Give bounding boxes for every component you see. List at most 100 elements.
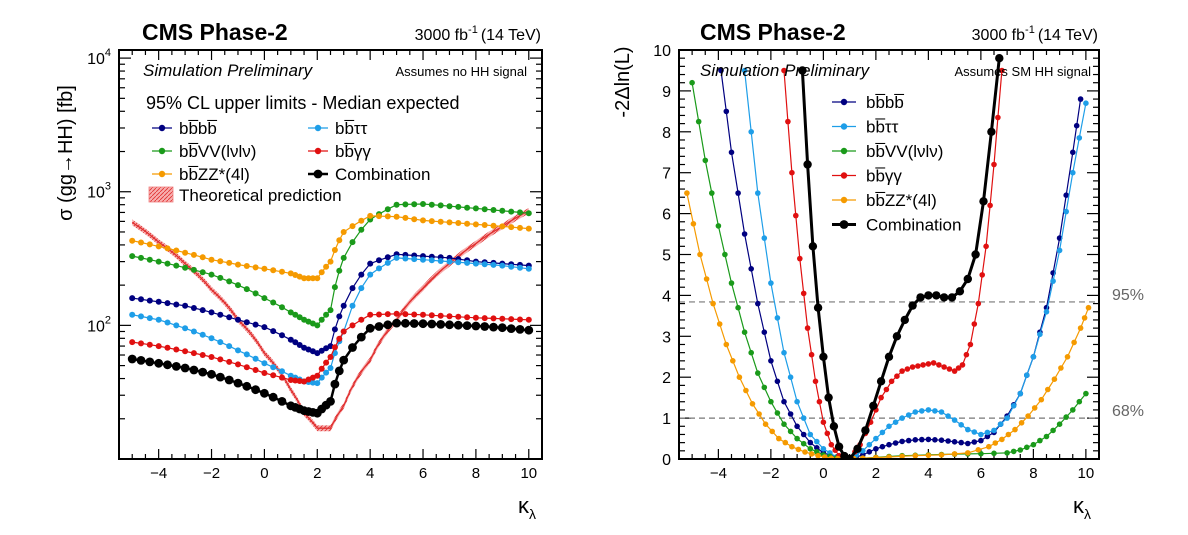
- y-tick-label: 8: [662, 125, 671, 142]
- data-point: [892, 419, 899, 426]
- data-point: [1031, 405, 1038, 411]
- data-point: [226, 343, 233, 350]
- data-point: [376, 213, 382, 220]
- data-point: [899, 415, 905, 421]
- data-point: [797, 255, 803, 262]
- data-point: [339, 355, 349, 365]
- data-point: [336, 313, 343, 320]
- data-point: [138, 239, 144, 246]
- data-point: [349, 285, 356, 292]
- data-point: [155, 243, 162, 250]
- legend-swatch-marker: [839, 220, 849, 229]
- data-point: [464, 259, 471, 266]
- data-point: [199, 331, 206, 338]
- data-point: [235, 316, 241, 323]
- data-point: [261, 295, 268, 302]
- data-point: [309, 379, 316, 386]
- data-point: [789, 169, 795, 176]
- data-point: [376, 265, 382, 272]
- data-point: [472, 314, 479, 321]
- data-point: [208, 256, 215, 263]
- data-point: [978, 437, 984, 444]
- data-point: [481, 206, 488, 213]
- data-point: [987, 127, 996, 136]
- data-point: [1024, 372, 1030, 379]
- legend-swatch-marker: [313, 169, 323, 179]
- legend-swatch-marker: [840, 147, 848, 155]
- legend-swatch-marker: [840, 123, 848, 130]
- data-point: [480, 322, 490, 331]
- x-axis-label-right: κλ: [1073, 493, 1091, 522]
- data-point: [367, 212, 374, 219]
- data-point: [741, 231, 748, 237]
- data-point: [427, 319, 437, 329]
- data-point: [755, 190, 761, 196]
- data-point: [951, 439, 958, 445]
- data-point: [207, 369, 216, 379]
- data-point: [1063, 192, 1069, 198]
- data-point: [164, 245, 171, 252]
- legend-item-bb-zz-4l: bb̅ZZ*(4l): [832, 191, 937, 210]
- data-point: [270, 372, 277, 379]
- data-point: [710, 300, 716, 307]
- data-point: [1037, 331, 1043, 338]
- data-point: [296, 378, 303, 384]
- data-point: [356, 332, 366, 342]
- data-point: [455, 203, 462, 210]
- data-point: [741, 67, 748, 74]
- data-point: [437, 202, 444, 209]
- data-point: [409, 319, 419, 328]
- data-point: [728, 280, 735, 286]
- data-point: [349, 302, 356, 309]
- x-axis-symbol: κ: [518, 493, 530, 518]
- data-point: [138, 313, 144, 320]
- data-point: [455, 220, 462, 226]
- data-point: [1073, 122, 1080, 129]
- y-tick-label: 102: [87, 314, 111, 335]
- data-point: [892, 332, 902, 341]
- data-point: [208, 335, 215, 342]
- y-tick-label: 2: [662, 370, 671, 387]
- y-tick-label: 103: [87, 181, 111, 202]
- y-tick-label: 4: [662, 288, 671, 305]
- data-point: [820, 419, 827, 426]
- data-point: [182, 249, 189, 256]
- data-point: [951, 451, 958, 457]
- data-point: [499, 207, 506, 214]
- data-point: [129, 253, 136, 260]
- x-tick-label: 8: [472, 465, 480, 482]
- data-point: [323, 263, 330, 270]
- legend-label: bb̅VV(lνlν): [179, 142, 256, 161]
- data-point: [349, 239, 356, 246]
- data-point: [190, 266, 197, 273]
- data-point: [164, 300, 171, 307]
- data-point: [748, 349, 754, 356]
- legend-label: bb̅γγ: [335, 142, 371, 161]
- data-point: [251, 385, 260, 395]
- limits-panel: CMS Phase-2 3000 fb-1 (14 TeV) −4 −2 0 2 4 6 8 1…: [55, 19, 543, 522]
- data-point: [287, 270, 294, 277]
- data-point: [260, 388, 269, 398]
- data-point: [129, 311, 136, 318]
- legend-item-bb: bb̅γγ: [832, 167, 902, 186]
- reference-label-68: 68%: [1112, 403, 1144, 420]
- data-point: [904, 366, 911, 372]
- data-point: [946, 366, 953, 372]
- data-point: [768, 280, 774, 286]
- data-point: [340, 328, 347, 335]
- data-point: [919, 436, 925, 443]
- data-point: [730, 358, 736, 364]
- data-point: [853, 444, 862, 453]
- data-point: [226, 278, 233, 285]
- data-point: [358, 226, 365, 233]
- legend-item-theoretical-prediction: Theoretical prediction: [148, 186, 342, 205]
- legend-label: Theoretical prediction: [179, 186, 342, 205]
- data-point: [802, 449, 808, 455]
- data-point: [277, 397, 287, 406]
- data-point: [279, 374, 285, 381]
- data-point: [866, 441, 873, 448]
- data-point: [1010, 448, 1017, 455]
- data-point: [217, 339, 224, 346]
- data-point: [1063, 208, 1069, 215]
- data-point: [987, 202, 993, 209]
